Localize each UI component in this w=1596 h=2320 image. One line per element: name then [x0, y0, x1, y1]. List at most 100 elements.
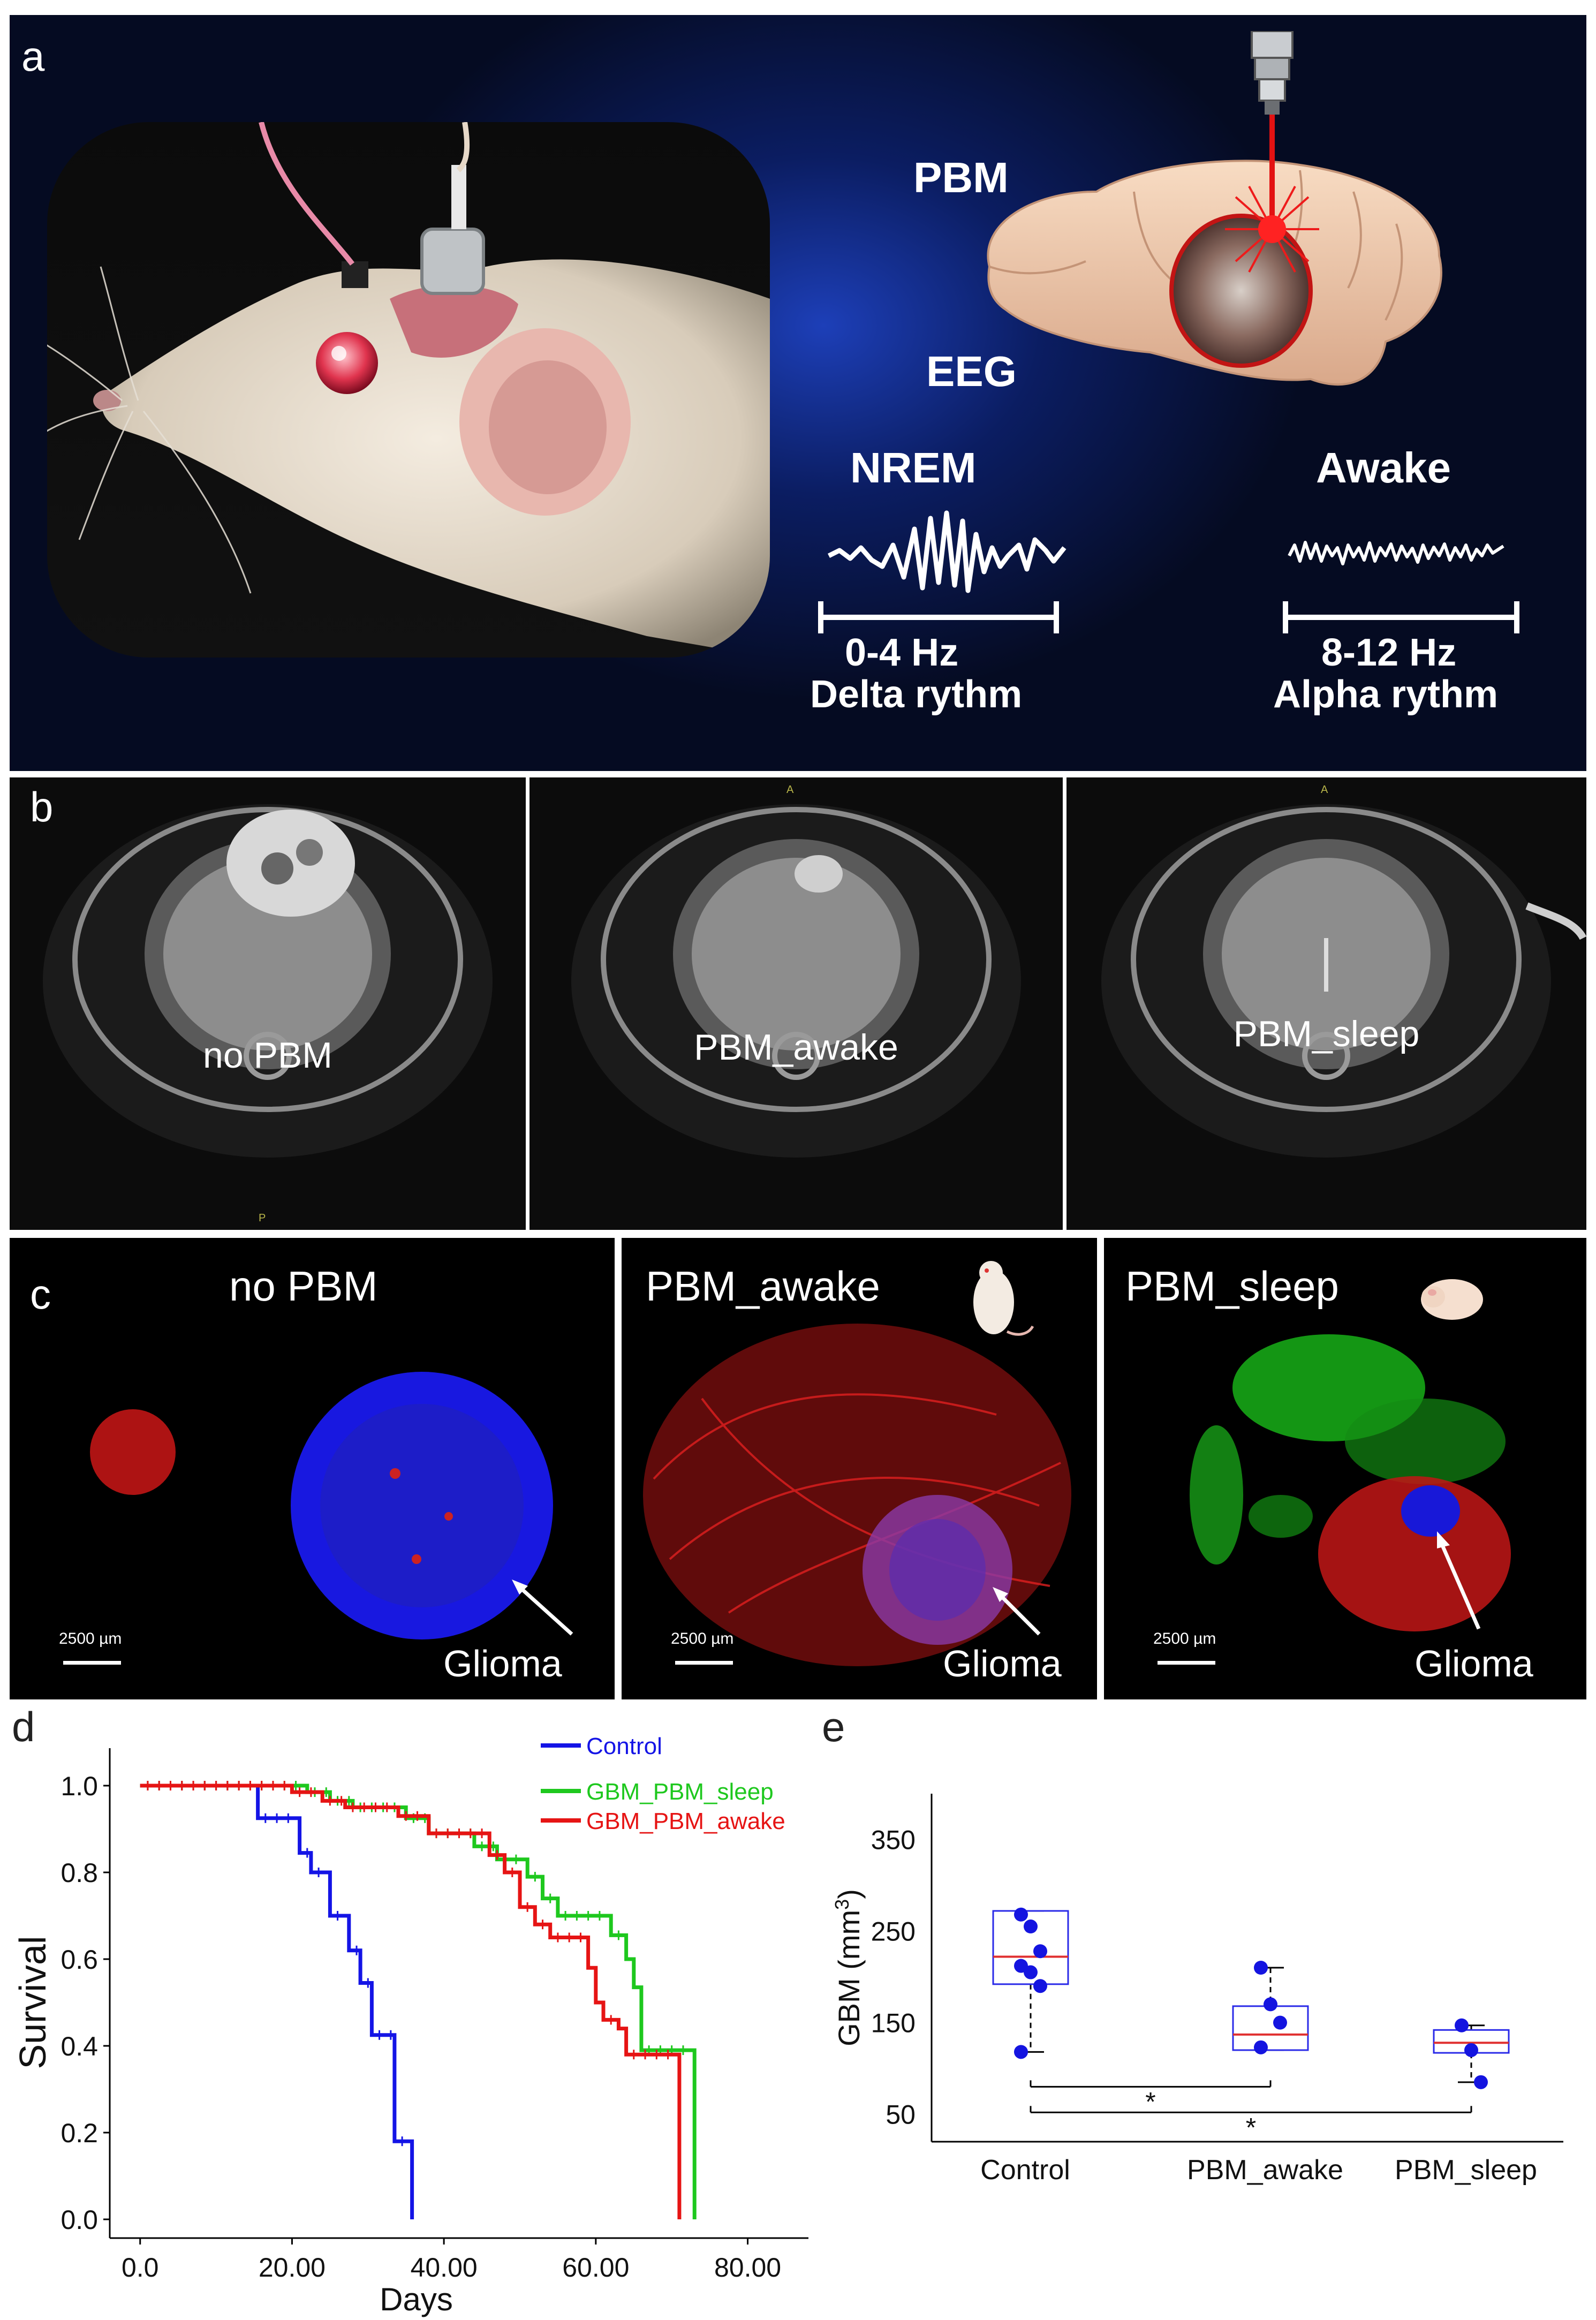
significance-star: *: [1246, 2112, 1256, 2142]
legend-label-gbm_pbm_awake: GBM_PBM_awake: [586, 1808, 785, 1834]
fluo-title-pbm-sleep: PBM_sleep: [1125, 1263, 1339, 1310]
awake-rat-icon: [973, 1261, 1034, 1336]
y-tick-label: 0.2: [60, 2118, 98, 2148]
box-pbm_awake: [1232, 2005, 1309, 2051]
mri-label-pbm-sleep: PBM_sleep: [1233, 1014, 1420, 1054]
panel-a: a PBM EEG: [10, 15, 1586, 771]
eeg-label: EEG: [926, 347, 1017, 395]
y-tick-label: 50: [886, 2100, 916, 2130]
y-tick-label: 0.4: [60, 2031, 98, 2061]
fluorescence-no-pbm: no PBM 2500 µm Glioma c: [10, 1238, 615, 1699]
data-point: [1014, 2045, 1028, 2059]
data-point: [1254, 2040, 1268, 2054]
awake-frequency: 8-12 Hz: [1321, 631, 1457, 674]
panel-letter-c: c: [30, 1271, 51, 1318]
y-tick-label: 1.0: [60, 1771, 98, 1801]
mri-label-pbm-awake: PBM_awake: [694, 1027, 898, 1068]
fluo-title-no-pbm: no PBM: [229, 1263, 378, 1310]
box-control: [992, 1910, 1069, 1985]
data-point: [1024, 1965, 1038, 1979]
y-tick-label: 0.6: [60, 1945, 98, 1975]
mri-brain-scan-image: [571, 804, 1021, 1158]
fluo-title-pbm-awake: PBM_awake: [646, 1263, 880, 1310]
nrem-rhythm: Delta rythm: [810, 673, 1023, 716]
awake-rhythm: Alpha rythm: [1273, 673, 1499, 716]
orientation-marker: A: [1321, 784, 1328, 796]
awake-alpha-waveform: [1288, 541, 1504, 565]
fluorescence-pbm-awake: PBM_awake 2500 µm Glioma: [622, 1238, 1097, 1699]
survival-curve-control: [140, 1784, 414, 2219]
category-label: PBM_awake: [1187, 2155, 1343, 2186]
panel-letter-d: d: [12, 1703, 35, 1750]
significance-star: *: [1145, 2087, 1155, 2117]
mri-no-pbm: no PBM P b: [10, 777, 526, 1230]
glioma-label: Glioma: [443, 1643, 562, 1684]
orientation-marker: A: [786, 784, 794, 796]
nrem-frequency: 0-4 Hz: [845, 631, 959, 674]
glioma-label: Glioma: [943, 1643, 1062, 1684]
glioma-label: Glioma: [1415, 1643, 1533, 1684]
x-tick-label: 80.00: [714, 2253, 781, 2283]
y-axis-label: GBM (mm3): [831, 1889, 866, 2046]
scale-bar: [1158, 1661, 1215, 1665]
x-tick-label: 0.0: [122, 2253, 159, 2283]
awake-label: Awake: [1316, 444, 1451, 492]
scale-text: 2500 µm: [671, 1630, 734, 1648]
awake-frequency-bar: [1283, 601, 1519, 633]
mri-pbm-sleep: PBM_sleep A: [1066, 777, 1586, 1230]
panel-letter-e: e: [822, 1703, 845, 1750]
data-point: [1033, 1944, 1047, 1959]
data-point: [1273, 2015, 1287, 2030]
data-point: [1455, 2018, 1469, 2032]
mri-brain-scan-image: [1101, 804, 1586, 1158]
legend-label-gbm_pbm_sleep: GBM_PBM_sleep: [586, 1779, 774, 1805]
y-tick-label: 350: [871, 1825, 916, 1855]
fluorescence-image: [643, 1324, 1071, 1666]
data-point: [1014, 1907, 1028, 1922]
data-point: [1474, 2075, 1488, 2089]
orientation-marker: P: [259, 1212, 266, 1224]
y-tick-label: 0.8: [60, 1858, 98, 1888]
fluorescence-image: [90, 1372, 573, 1639]
data-point: [1264, 1997, 1277, 2012]
fluorescence-image: [1190, 1334, 1511, 1631]
legend-label-control: Control: [586, 1733, 662, 1759]
y-tick-label: 250: [871, 1917, 916, 1947]
rat-illustration: [47, 122, 770, 658]
survival-curve-gbm_pbm_awake: [140, 1784, 682, 2219]
panel-letter-a: a: [21, 33, 45, 80]
mri-pbm-awake: PBM_awake A: [530, 777, 1063, 1230]
y-axis-label: Survival: [12, 1936, 54, 2069]
sleeping-rat-icon: [1421, 1279, 1483, 1320]
y-tick-label: 150: [871, 2008, 916, 2038]
x-tick-label: 20.00: [259, 2253, 326, 2283]
y-tick-label: 0.0: [60, 2205, 98, 2235]
x-tick-label: 40.00: [411, 2253, 478, 2283]
scale-bar: [63, 1661, 121, 1665]
data-point: [1254, 1961, 1268, 1975]
data-point: [1024, 1920, 1038, 1934]
scale-bar: [675, 1661, 733, 1665]
data-point: [1464, 2043, 1478, 2057]
scale-text: 2500 µm: [59, 1630, 122, 1648]
objective-lens-icon: [1251, 31, 1294, 115]
nrem-frequency-bar: [818, 601, 1059, 633]
survival-chart: 0.0 0.2 0.4 0.6 0.8 1.0 0.0 20.00 40.00 60.00 80.0…: [12, 1733, 808, 2317]
nrem-label: NREM: [850, 444, 977, 492]
nrem-delta-waveform: [827, 510, 1066, 593]
data-point: [1033, 1979, 1047, 1993]
category-label: PBM_sleep: [1395, 2155, 1537, 2186]
panel-letter-b: b: [30, 783, 54, 830]
x-axis-label: Days: [380, 2281, 453, 2317]
pbm-label: PBM: [913, 154, 1009, 201]
x-tick-label: 60.00: [562, 2253, 629, 2283]
mri-label-no-pbm: no PBM: [203, 1035, 332, 1076]
brain-laser-illustration: [987, 31, 1442, 386]
category-label: Control: [980, 2155, 1070, 2186]
survival-curve-gbm_pbm_sleep: [140, 1784, 697, 2219]
rat-with-eeg-implant-photo: [47, 122, 770, 658]
scale-text: 2500 µm: [1153, 1630, 1216, 1648]
mri-brain-scan-image: [43, 804, 493, 1158]
fluorescence-pbm-sleep: PBM_sleep 2500 µm Glioma: [1104, 1238, 1586, 1699]
gbm-volume-box-chart: 50 150 250 350 GBM (mm3) Control PBM_awake PBM_…: [831, 1794, 1563, 2186]
